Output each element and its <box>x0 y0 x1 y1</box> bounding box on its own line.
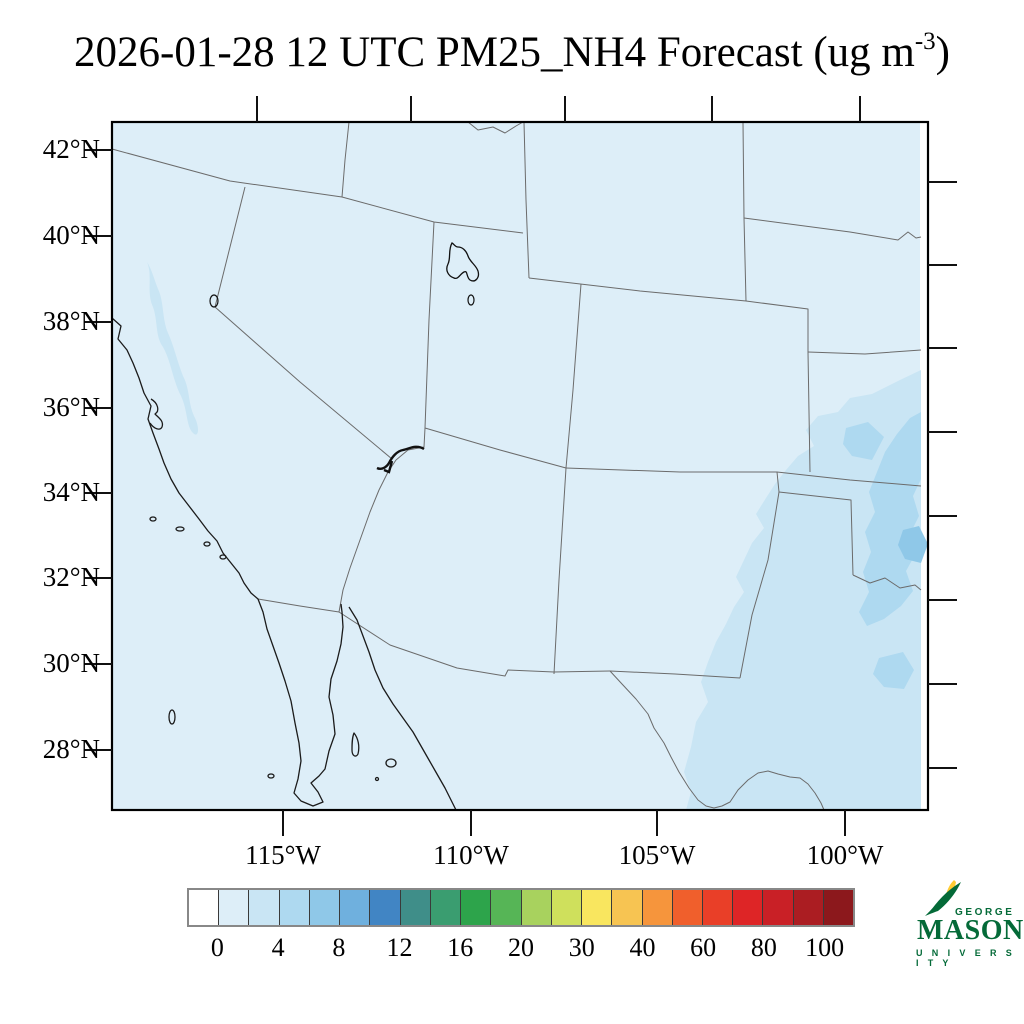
colorbar-tick-4: 4 <box>271 933 285 962</box>
colorbar-cell-20 <box>793 890 824 925</box>
lat-label-36degN: 36°N <box>42 392 100 422</box>
lake-tahoe <box>209 294 219 308</box>
contour-level-6-8 <box>898 526 928 563</box>
colorbar-cell-4 <box>309 890 341 925</box>
colorbar-cell-21 <box>823 890 854 925</box>
gmu-university-text: U N I V E R S I T Y <box>916 948 1016 968</box>
colorbar-cell-5 <box>340 890 371 925</box>
title-exponent: -3 <box>914 27 936 55</box>
title-suffix: ) <box>935 29 950 76</box>
colorbar-cell-18 <box>733 890 764 925</box>
title-text: 2026-01-28 12 UTC PM25_NH4 Forecast (ug … <box>74 29 915 76</box>
lat-label-34degN: 34°N <box>42 477 100 507</box>
lakes <box>209 242 480 474</box>
page-title: 2026-01-28 12 UTC PM25_NH4 Forecast (ug … <box>0 28 1024 77</box>
colorbar <box>187 888 855 927</box>
colorbar-tick-80: 80 <box>750 933 777 962</box>
colorbar-cell-16 <box>672 890 703 925</box>
lat-label-42degN: 42°N <box>42 134 100 164</box>
colorbar-cell-8 <box>430 890 462 925</box>
colorbar-cell-17 <box>702 890 734 925</box>
colorbar-cell-1 <box>219 890 250 925</box>
lat-label-30degN: 30°N <box>42 648 100 678</box>
colorbar-tick-0: 0 <box>210 933 224 962</box>
great-salt-lake <box>446 242 480 282</box>
flame-green <box>925 882 961 916</box>
colorbar-cell-6 <box>370 890 401 925</box>
lon-label-105degW: 105°W <box>618 840 696 870</box>
lon-label-110degW: 110°W <box>433 840 509 870</box>
colorbar-tick-40: 40 <box>629 933 656 962</box>
lat-label-28degN: 28°N <box>42 734 100 764</box>
gmu-george-text: GEORGE <box>955 907 1015 918</box>
colorbar-tick-12: 12 <box>386 933 413 962</box>
lat-label-40degN: 40°N <box>42 220 100 250</box>
lat-label-32degN: 32°N <box>42 562 100 592</box>
lake-mead <box>376 445 425 474</box>
colorbar-cell-9 <box>461 890 492 925</box>
state-borders <box>111 121 922 811</box>
contour-level-2-4 <box>147 262 921 810</box>
lon-label-100degW: 100°W <box>806 840 884 870</box>
coastline <box>111 317 457 811</box>
colorbar-cell-12 <box>551 890 583 925</box>
contour-level-4-6 <box>843 412 921 689</box>
colorbar-tick-20: 20 <box>508 933 534 962</box>
gmu-logo: GEORGE MASON U N I V E R S I T Y <box>901 880 1024 976</box>
colorbar-cell-2 <box>249 890 280 925</box>
colorbar-cell-0 <box>189 890 220 925</box>
colorbar-tick-60: 60 <box>690 933 717 962</box>
colorbar-cell-11 <box>521 890 552 925</box>
map-frame <box>110 120 930 812</box>
colorbar-cell-7 <box>400 890 431 925</box>
colorbar-tick-100: 100 <box>805 933 845 962</box>
colorbar-cell-13 <box>582 890 613 925</box>
colorbar-cell-10 <box>491 890 522 925</box>
colorbar-tick-16: 16 <box>447 933 474 962</box>
lon-label-115degW: 115°W <box>245 840 321 870</box>
contour-below-min <box>920 122 928 810</box>
axis-ticks <box>84 96 957 836</box>
colorbar-cell-15 <box>642 890 673 925</box>
lat-label-38degN: 38°N <box>42 306 100 336</box>
gmu-flame-icon <box>925 880 961 916</box>
gmu-mason-text: MASON <box>917 915 1024 946</box>
colorbar-cell-3 <box>279 890 310 925</box>
colorbar-tick-30: 30 <box>568 933 595 962</box>
utah-lake <box>467 294 475 306</box>
colorbar-tick-8: 8 <box>332 933 346 962</box>
colorbar-cell-19 <box>763 890 794 925</box>
colorbar-cell-14 <box>612 890 643 925</box>
